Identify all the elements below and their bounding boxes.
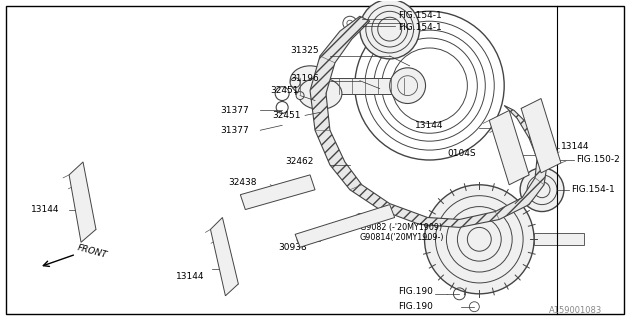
- Text: A159001083: A159001083: [549, 306, 602, 315]
- Circle shape: [520, 168, 564, 212]
- Circle shape: [290, 78, 300, 88]
- Text: 31325: 31325: [290, 46, 319, 55]
- Bar: [534, 233, 584, 245]
- Text: 13144: 13144: [175, 272, 204, 282]
- Polygon shape: [69, 162, 96, 242]
- Text: 32438: 32438: [228, 178, 257, 187]
- Polygon shape: [310, 16, 547, 228]
- Polygon shape: [211, 218, 238, 296]
- Text: 30938: 30938: [278, 243, 307, 252]
- Text: FIG.190: FIG.190: [397, 302, 433, 311]
- Circle shape: [424, 185, 534, 294]
- Text: G9082 (-'20MY1909): G9082 (-'20MY1909): [360, 223, 442, 232]
- Ellipse shape: [298, 78, 342, 109]
- Text: FIG.190: FIG.190: [397, 287, 433, 296]
- Polygon shape: [521, 99, 561, 173]
- Polygon shape: [489, 110, 529, 185]
- Circle shape: [360, 0, 420, 59]
- Ellipse shape: [290, 66, 330, 96]
- Text: FIG.150-2: FIG.150-2: [576, 156, 620, 164]
- Text: 32451: 32451: [270, 86, 299, 95]
- Text: 32462: 32462: [285, 157, 314, 166]
- Polygon shape: [295, 204, 395, 247]
- Text: FIG.154-1: FIG.154-1: [397, 11, 442, 20]
- Text: FIG.154-1: FIG.154-1: [571, 185, 614, 194]
- Text: 31196: 31196: [290, 74, 319, 83]
- Text: 32451: 32451: [272, 111, 301, 120]
- Text: 13144: 13144: [561, 142, 589, 151]
- Circle shape: [296, 92, 304, 100]
- Text: 31377: 31377: [220, 106, 249, 115]
- Polygon shape: [241, 175, 315, 210]
- Text: FRONT: FRONT: [76, 243, 108, 260]
- Text: G90814('20MY1909-): G90814('20MY1909-): [360, 233, 444, 242]
- Text: FIG.154-1: FIG.154-1: [397, 23, 442, 32]
- Text: 31377: 31377: [220, 126, 249, 135]
- Text: 0104S: 0104S: [447, 148, 476, 157]
- Text: 13144: 13144: [31, 205, 60, 214]
- Text: 13144: 13144: [415, 121, 443, 130]
- Bar: [295, 78, 410, 93]
- Circle shape: [390, 68, 426, 103]
